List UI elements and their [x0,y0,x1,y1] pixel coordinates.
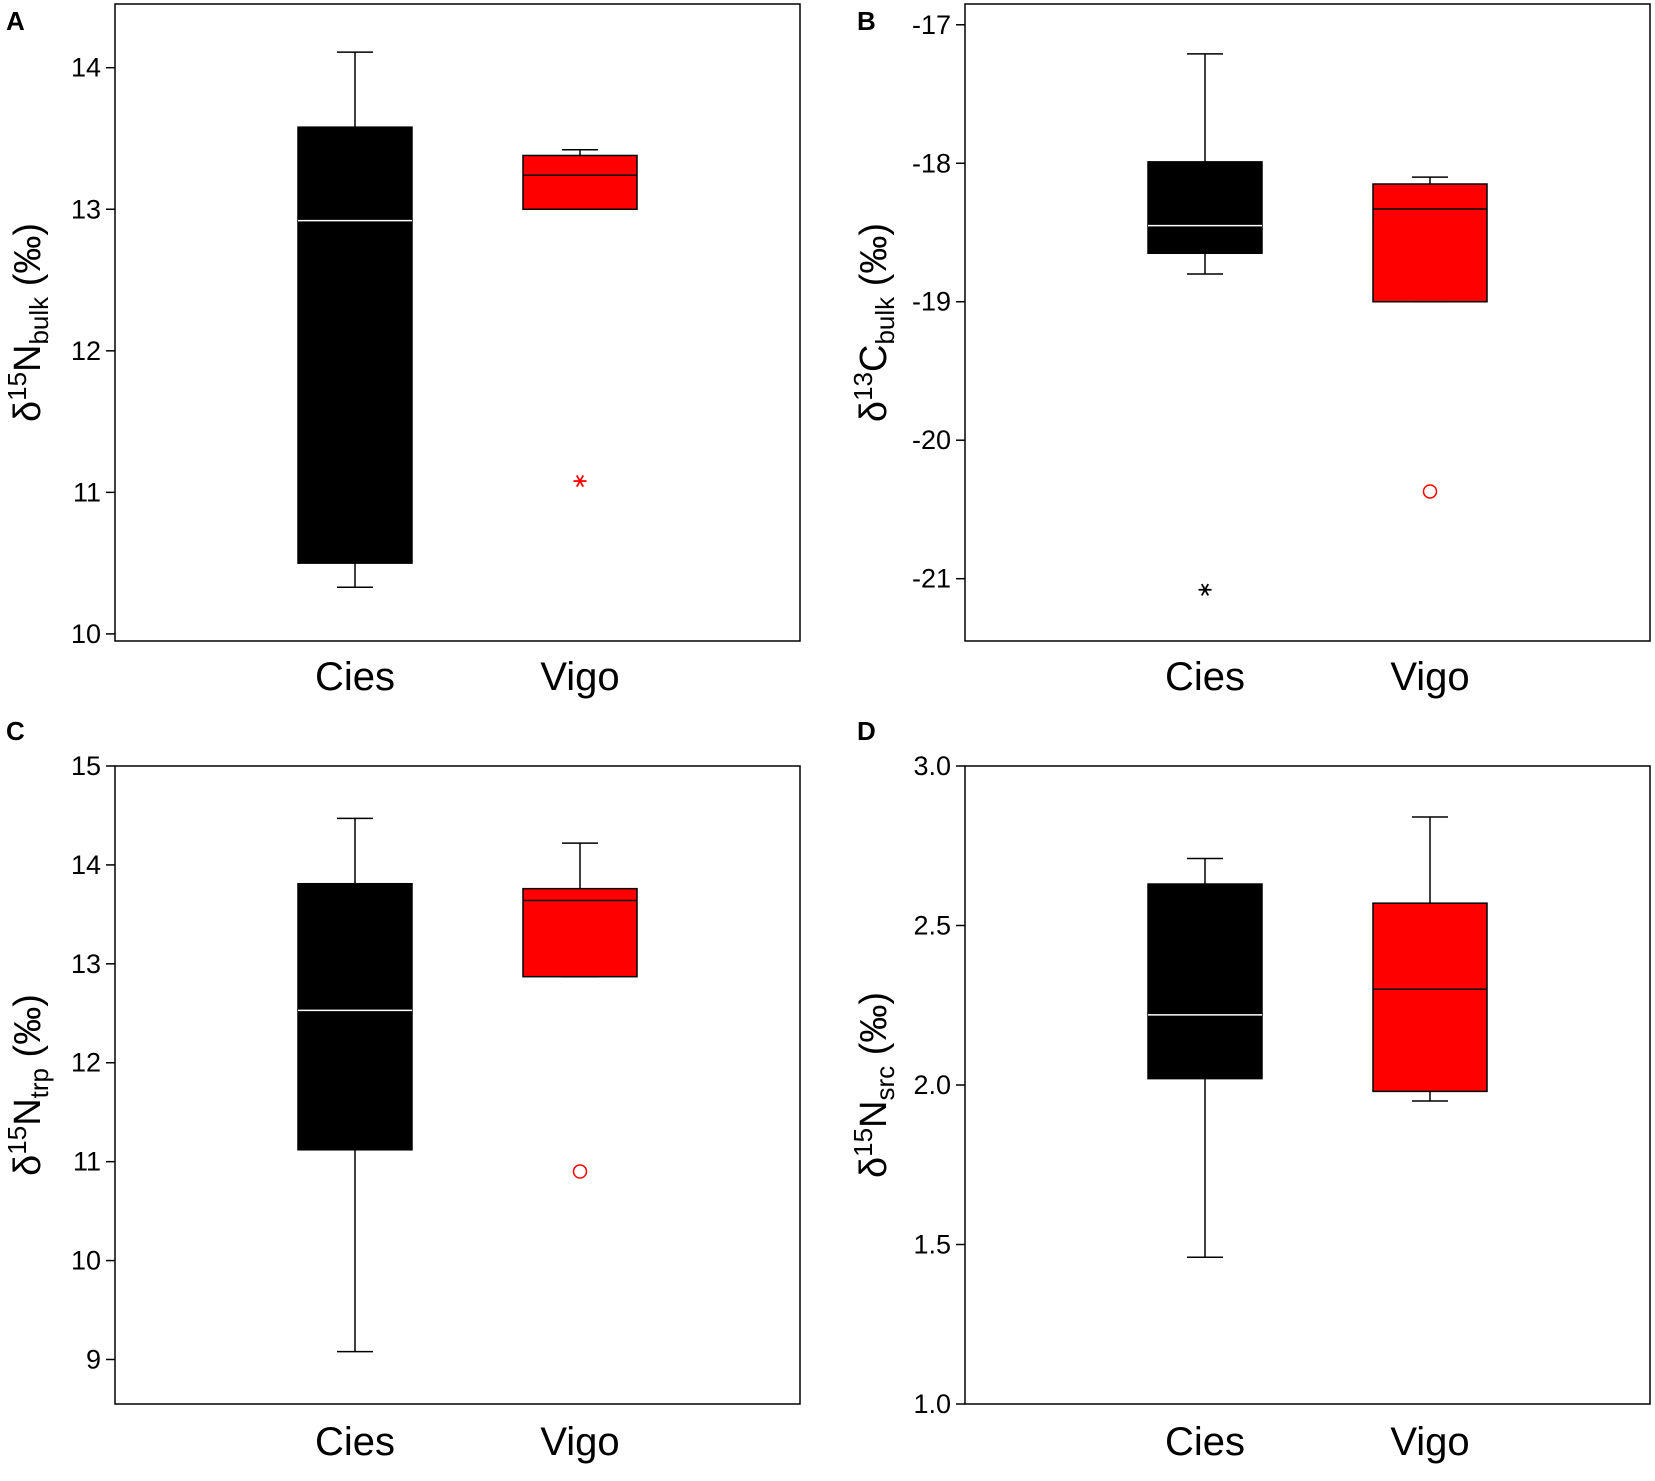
panel-a: A 10 11 12 13 14 δ15Nbulk (‰) Cies Vigo [2,3,801,699]
panel-b: B -21 -20 -19 -18 -17 δ13Cbulk (‰) Cies Vigo [848,3,1651,699]
panel-b-ylabel: δ13Cbulk (‰) [848,223,900,422]
panel-c-outlier-circle [572,1164,588,1179]
panel-a-ylabel-iso: 15 [2,372,32,401]
panel-b-letter: B [857,6,876,36]
panel-a-ylabel-sub: bulk [24,296,54,345]
panel-a-category-label: Cies [315,655,395,699]
panel-c-box-cies [297,817,413,1353]
panel-a-ylabel-element: N [7,345,49,372]
panel-b-ytick-label: -17 [912,10,951,40]
panel-d-ytick-label: 2.5 [913,911,951,941]
panel-b-outlier-circle [1422,484,1438,499]
panel-c-plot-frame [114,765,801,1405]
panel-b-box-vigo [1372,176,1488,303]
panel-b-category-label: Vigo [1390,655,1469,699]
panel-d-box-rect [1147,883,1263,1080]
panel-b-box-rect [1147,161,1263,255]
panel-c-ytick-label: 14 [71,850,101,880]
panel-d-ylabel-prefix: δ [853,1157,895,1178]
panel-c-category-label: Vigo [540,1420,619,1464]
panel-d-ytick-label: 1.5 [913,1230,951,1260]
panel-c-ylabel-sub: trp [24,1068,54,1098]
panel-d-ylabel: δ15Nsrc (‰) [848,992,900,1178]
panel-d-ytick-label: 1.0 [913,1389,951,1419]
panel-c-letter: C [6,716,25,746]
panel-c-ylabel: δ15Ntrp (‰) [2,994,54,1176]
panel-b-box-rect [1372,183,1488,303]
panel-c-ytick-label: 10 [71,1246,101,1276]
panel-b-plot-frame [964,3,1651,642]
panel-a-ytick-label: 10 [71,619,101,649]
panel-b-ylabel-iso: 13 [848,372,878,401]
panel-c-box-rect [297,882,413,1151]
panel-c-ylabel-iso: 15 [2,1126,32,1155]
panel-d-category-label: Cies [1165,1420,1245,1464]
panel-c-box-vigo [522,842,638,978]
panel-c-category-label: Cies [315,1420,395,1464]
panel-a-ylabel-unit: (‰) [7,223,49,297]
panel-a-ytick-label: 13 [71,194,101,224]
panel-d-ylabel-unit: (‰) [853,992,895,1066]
panel-c-ylabel-unit: (‰) [7,994,49,1068]
panel-c-box-rect [522,887,638,978]
panel-c-ytick-label: 12 [71,1048,101,1078]
panel-a-ytick-label: 14 [71,53,101,83]
panel-d-ylabel-sub: src [870,1066,900,1101]
panel-a-box-cies [297,51,413,588]
panel-a-ytick-label: 12 [71,336,101,366]
panel-a-outlier-asterisk [573,474,587,488]
panel-a-letter: A [6,6,25,36]
panel-b-ytick-label: -20 [912,425,951,455]
panel-b-ylabel-unit: (‰) [853,223,895,297]
panel-c-ytick-label: 15 [71,751,101,781]
panel-a-plot-frame [114,3,801,642]
panel-b-ytick-label: -19 [912,287,951,317]
panel-d-ylabel-element: N [853,1101,895,1128]
panel-a-ylabel-prefix: δ [7,401,49,422]
panel-c-ylabel-element: N [7,1098,49,1125]
panel-d-ylabel-iso: 15 [848,1128,878,1157]
panel-a-box-vigo [522,149,638,211]
panel-d-box-vigo [1372,816,1488,1102]
panel-a-box-rect [297,126,413,564]
panel-d-letter: D [857,716,876,746]
panel-c-ytick-label: 9 [86,1344,101,1374]
panel-a-category-label: Vigo [540,655,619,699]
panel-d-box-cies [1147,857,1263,1259]
panel-b-outlier-asterisk [1198,583,1212,596]
panel-b-ytick-label: -18 [912,148,951,178]
panel-a-ytick-label: 11 [73,477,101,507]
panel-b-category-label: Cies [1165,655,1245,699]
panel-b-ylabel-prefix: δ [853,401,895,422]
panel-b-ylabel-element: C [853,345,895,372]
panel-d-plot-frame [964,765,1651,1405]
panel-b-ylabel-sub: bulk [870,296,900,345]
panel-c-ytick-label: 13 [71,949,101,979]
panel-b-box-cies [1147,53,1263,275]
panel-d-category-label: Vigo [1390,1420,1469,1464]
panel-d-ytick-label: 3.0 [913,751,951,781]
panel-c-ytick-label: 11 [73,1147,101,1177]
panel-c-ylabel-prefix: δ [7,1155,49,1176]
panel-d-ytick-label: 2.0 [913,1070,951,1100]
panel-d-box-rect [1372,902,1488,1093]
panel-b-ytick-label: -21 [912,564,951,594]
panel-a-box-rect [522,154,638,211]
panel-d: D 1.0 1.5 2.0 2.5 3.0 δ15Nsrc (‰) Cies Vigo [848,716,1651,1464]
panel-a-ylabel: δ15Nbulk (‰) [2,223,54,422]
